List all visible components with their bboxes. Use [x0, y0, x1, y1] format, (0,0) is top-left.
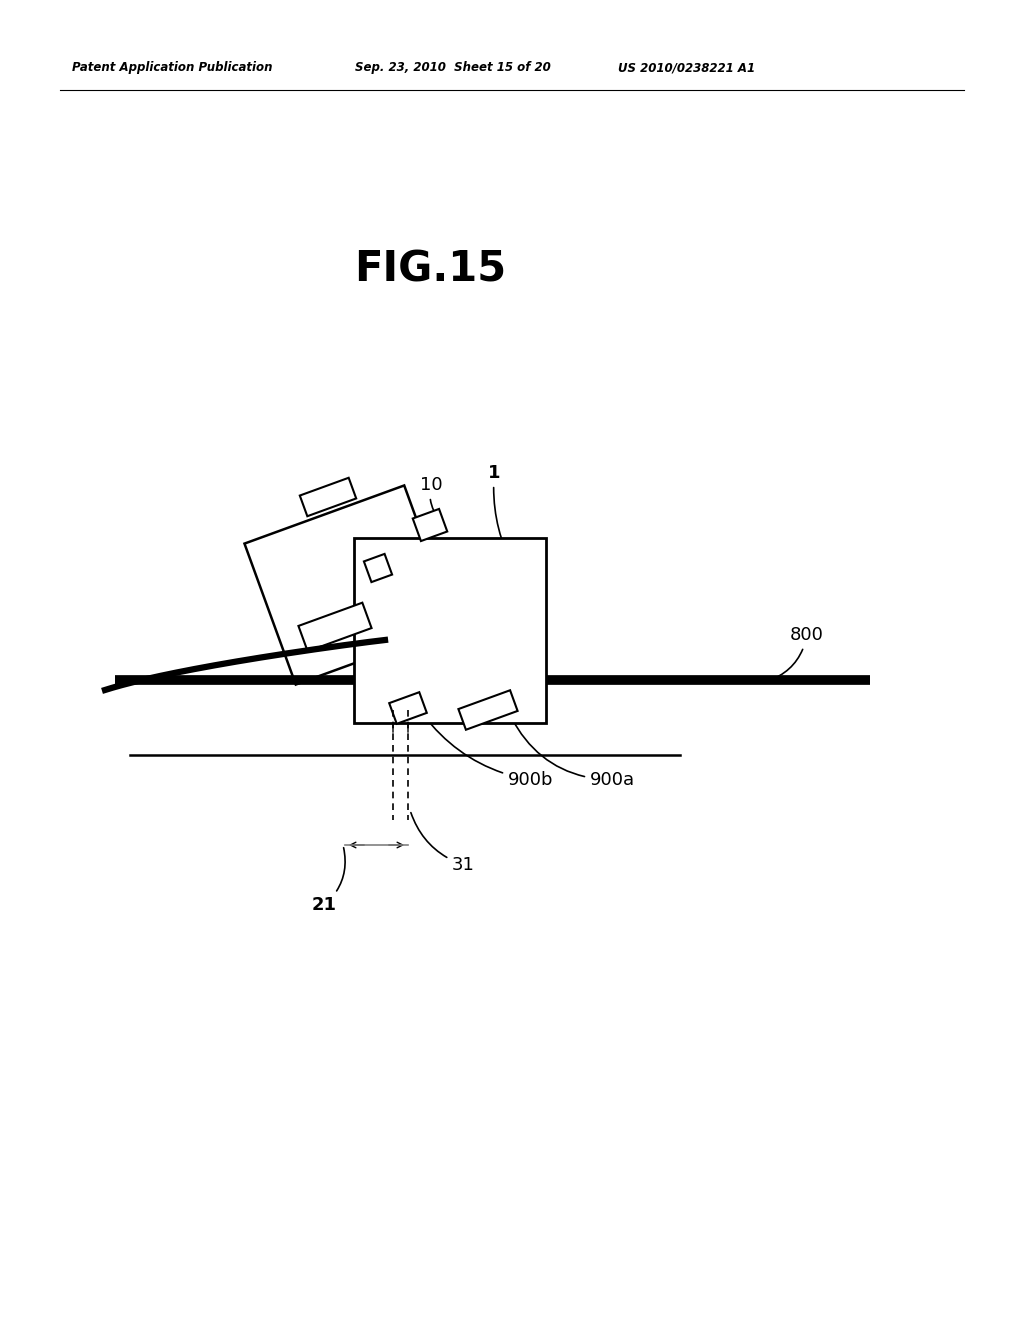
Text: 10: 10: [420, 477, 442, 511]
Text: 900b: 900b: [424, 715, 554, 789]
Text: 1: 1: [488, 465, 514, 568]
Text: 21: 21: [312, 847, 345, 913]
Text: Sep. 23, 2010  Sheet 15 of 20: Sep. 23, 2010 Sheet 15 of 20: [355, 62, 551, 74]
Bar: [300, 478, 356, 516]
Text: US 2010/0238221 A1: US 2010/0238221 A1: [618, 62, 755, 74]
Bar: [298, 603, 372, 651]
Text: 800: 800: [768, 626, 824, 681]
Text: FIG.15: FIG.15: [354, 249, 506, 290]
Text: 900a: 900a: [511, 718, 635, 789]
Bar: [389, 692, 427, 723]
Text: Patent Application Publication: Patent Application Publication: [72, 62, 272, 74]
Bar: [354, 537, 546, 722]
Bar: [364, 554, 392, 582]
Bar: [413, 510, 447, 541]
Bar: [459, 690, 517, 730]
Bar: [245, 486, 456, 685]
Text: 31: 31: [411, 813, 475, 874]
